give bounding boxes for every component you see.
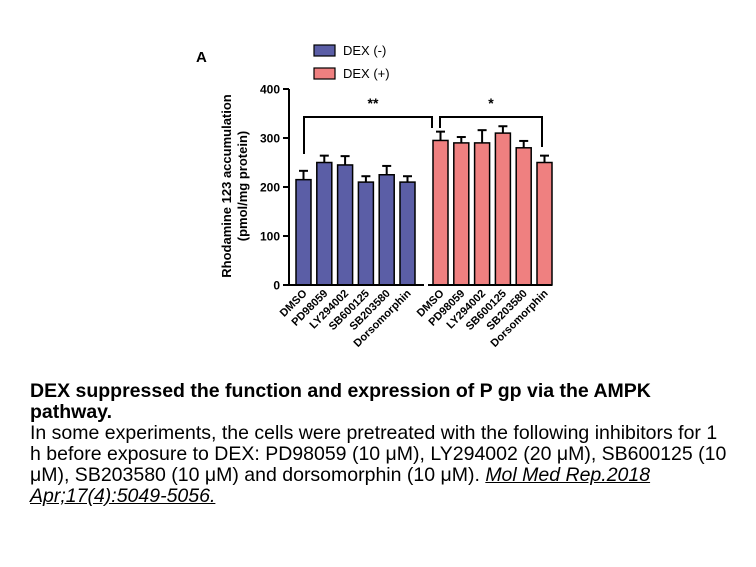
y-axis-title: Rhodamine 123 accumulation (pmol/mg prot… <box>219 94 250 278</box>
bar-dex--ly294002 <box>473 142 491 286</box>
legend-entry-dex-plus: DEX (+) <box>313 66 390 81</box>
caption-title: DEX suppressed the function and expressi… <box>30 380 651 423</box>
y-axis-unit: (pmol/mg protein) <box>235 131 250 242</box>
legend-entry-dex-minus: DEX (-) <box>313 43 386 58</box>
bar-dex--sb600125 <box>494 132 512 286</box>
y-tick-label-300: 300 <box>260 132 280 146</box>
bar-dex--dorsomorphin <box>536 161 553 286</box>
legend-label-dex-plus: DEX (+) <box>343 66 390 81</box>
bar-dex--dmso <box>295 178 312 286</box>
bracket-line-dex-plus <box>439 116 543 147</box>
y-axis-label: Rhodamine 123 accumulation <box>219 94 234 278</box>
citation-link[interactable]: Mol Med Rep.2018 Apr;17(4):5049-5056. <box>30 464 651 507</box>
bar-dex--sb203580 <box>378 174 395 286</box>
caption-text: In some experiments, the cells were pret… <box>30 422 727 486</box>
y-tick-label-0: 0 <box>273 279 280 293</box>
bracket-line-dex-minus <box>303 116 433 154</box>
bar-dex--pd98059 <box>316 161 333 286</box>
y-tick-label-200: 200 <box>260 181 280 195</box>
bars <box>288 125 553 286</box>
bar-dex--sb600125 <box>357 181 375 286</box>
legend-label-dex-minus: DEX (-) <box>343 43 386 58</box>
panel-label: A <box>196 49 207 66</box>
bar-dex--pd98059 <box>453 142 470 286</box>
y-axis-ticks: 0 100 200 300 400 <box>260 83 289 293</box>
legend-swatch-dex-plus <box>313 67 336 80</box>
bar-dex--dmso <box>432 139 449 286</box>
caption-body: In some experiments, the cells were pret… <box>30 423 730 507</box>
bar-chart: A DEX (-) DEX (+) Rhodamine 123 accumula… <box>196 43 553 350</box>
legend-swatch-dex-minus <box>313 44 336 57</box>
bar-dex--sb203580 <box>515 147 532 286</box>
significance-bracket-dex-minus: ** <box>303 95 433 154</box>
bar-dex--dorsomorphin <box>399 181 416 286</box>
significance-label-dex-plus: * <box>488 95 494 111</box>
significance-label-dex-minus: ** <box>368 95 379 111</box>
x-axis-labels: DMSOPD98059LY294002SB600125SB203580Dorso… <box>278 287 551 349</box>
legend: DEX (-) DEX (+) <box>313 43 390 81</box>
significance-bracket-dex-plus: * <box>439 95 543 147</box>
figure-caption: DEX suppressed the function and expressi… <box>30 381 730 507</box>
y-tick-label-400: 400 <box>260 83 280 97</box>
bar-dex--ly294002 <box>336 164 354 286</box>
y-tick-label-100: 100 <box>260 230 280 244</box>
